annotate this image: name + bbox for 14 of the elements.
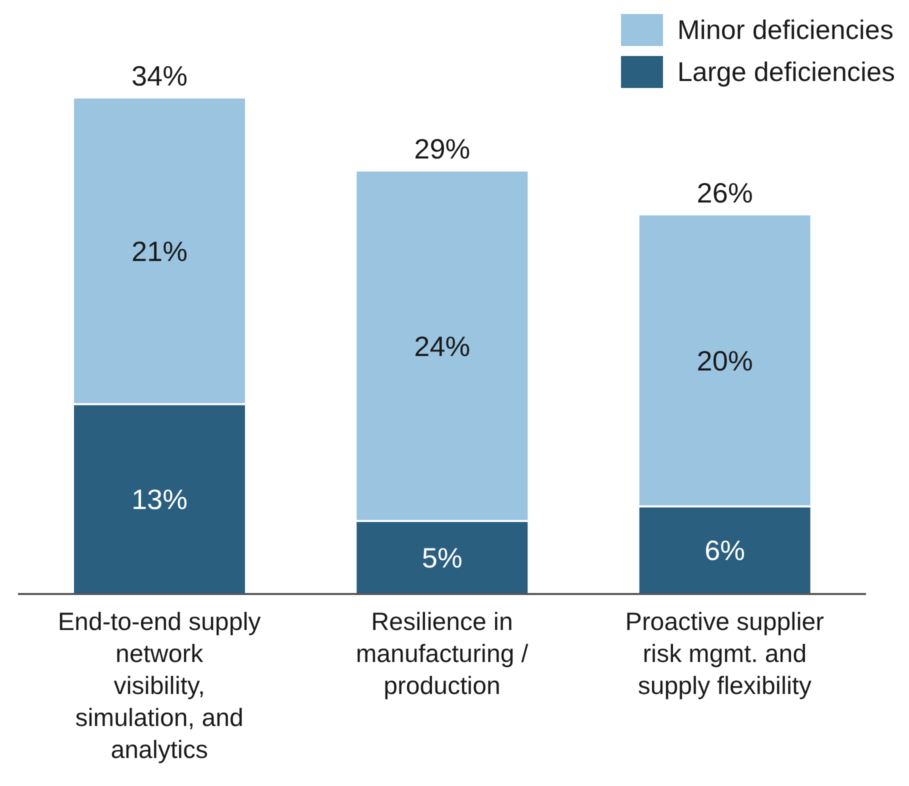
data-label: 20% [696, 345, 753, 376]
total-label: 29% [414, 134, 470, 165]
data-label: 5% [422, 542, 462, 574]
legend-label: Minor deficiencies [677, 14, 894, 46]
legend-label: Large deficiencies [677, 56, 895, 88]
data-label: 21% [131, 236, 188, 267]
data-label: 13% [131, 484, 188, 516]
data-label: 24% [414, 330, 470, 362]
x-tick-label: Resilience in manufacturing / production [356, 608, 528, 700]
x-tick-label: End-to-end supply network visibility, simulation, and analytics [58, 608, 262, 764]
x-tick-label: Proactive supplier risk mgmt. and supply flexibility [625, 608, 824, 700]
data-label: 6% [704, 535, 746, 566]
total-label: 26% [696, 177, 753, 208]
total-label: 34% [131, 60, 188, 92]
